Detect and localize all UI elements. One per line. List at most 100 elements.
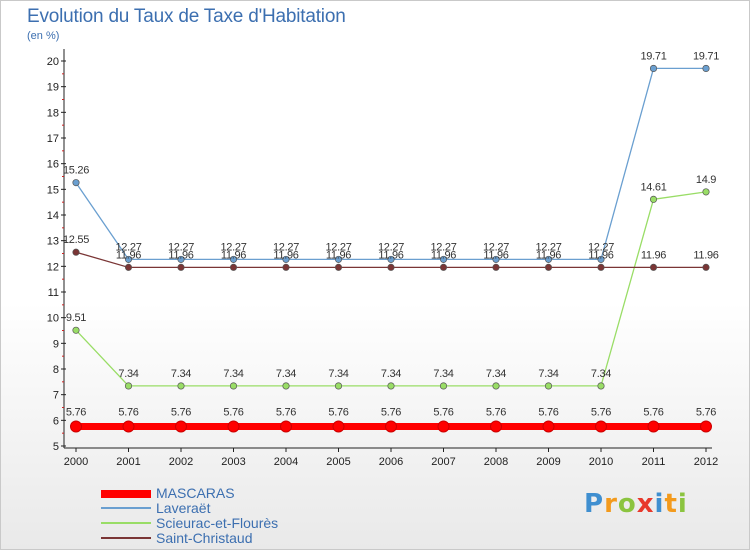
data-point (544, 263, 553, 271)
data-label: 7.34 (118, 368, 138, 380)
data-point (385, 420, 397, 433)
data-point (492, 382, 500, 390)
y-tick-label: 16 (47, 159, 59, 171)
y-tick-label: 5 (53, 441, 59, 453)
x-tick-label: 2012 (694, 456, 718, 468)
data-point (649, 64, 658, 72)
data-label: 5.76 (381, 406, 401, 418)
data-point (597, 263, 605, 271)
chart-title: Evolution du Taux de Taxe d'Habitation (27, 6, 346, 27)
y-tick-label: 14 (47, 210, 59, 222)
data-point (439, 382, 448, 390)
data-label: 5.76 (66, 406, 86, 418)
data-point (280, 420, 292, 433)
y-tick-label: 17 (47, 133, 59, 145)
data-label: 11.96 (168, 249, 193, 261)
data-point (334, 263, 343, 271)
data-label: 5.76 (643, 406, 663, 418)
x-tick-label: 2005 (326, 456, 350, 468)
y-tick-label: 20 (47, 56, 59, 68)
y-tick-label: 12 (47, 261, 59, 273)
logo-letter: P (584, 489, 605, 519)
y-tick-label: 11 (48, 287, 59, 299)
data-point (177, 255, 185, 263)
y-tick-label: 15 (47, 184, 59, 196)
proxiti-logo[interactable]: Proxiti (584, 489, 688, 519)
y-tick-label: 9 (53, 338, 59, 350)
data-point (387, 263, 395, 271)
logo-letter: o (617, 489, 637, 519)
data-label: 5.76 (328, 406, 348, 418)
data-label: 11.96 (116, 249, 141, 261)
data-point (597, 255, 605, 263)
data-label: 9.51 (66, 312, 86, 324)
x-tick-label: 2001 (116, 456, 140, 468)
data-point (597, 382, 605, 390)
data-label: 12.55 (63, 234, 89, 246)
data-point (72, 179, 80, 187)
data-label: 12.27 (220, 241, 246, 253)
x-tick-label: 2000 (64, 456, 88, 468)
data-point (542, 420, 555, 433)
x-tick-label: 2004 (274, 456, 298, 468)
logo-letter: r (604, 489, 618, 519)
data-label: 7.34 (433, 368, 453, 380)
legend-label: Laveraët (156, 500, 211, 516)
data-label: 19.71 (640, 50, 666, 62)
data-label: 7.34 (223, 368, 243, 380)
data-point (229, 263, 238, 271)
data-label: 14.61 (640, 181, 666, 193)
data-point (387, 255, 395, 263)
data-point (334, 382, 343, 390)
data-label: 19.71 (693, 50, 719, 62)
y-tick-label: 8 (53, 364, 59, 376)
data-label: 12.27 (115, 241, 141, 253)
data-label: 5.76 (433, 406, 453, 418)
data-label: 7.34 (171, 368, 191, 380)
data-point (334, 255, 343, 263)
data-label: 11.96 (378, 249, 403, 261)
logo-letter: t (664, 489, 678, 519)
data-label: 11.96 (273, 249, 298, 261)
data-point (124, 255, 133, 263)
data-label: 7.34 (486, 368, 506, 380)
data-label: 5.76 (223, 406, 243, 418)
data-point (702, 188, 710, 196)
data-label: 5.76 (486, 406, 506, 418)
data-point (647, 420, 660, 433)
data-point (282, 382, 290, 390)
logo-letter: i (654, 489, 665, 519)
data-label: 7.34 (538, 368, 558, 380)
legend-label: Saint-Christaud (156, 530, 253, 546)
data-label: 11.96 (431, 249, 456, 261)
data-point (282, 263, 290, 271)
data-point (227, 420, 240, 433)
data-point (177, 263, 185, 271)
data-point (70, 420, 82, 433)
data-label: 5.76 (276, 406, 296, 418)
data-label: 7.34 (276, 368, 296, 380)
data-point (595, 420, 607, 433)
x-tick-label: 2002 (169, 456, 193, 468)
data-label: 15.26 (63, 165, 89, 177)
data-point (649, 195, 658, 203)
data-point (492, 255, 500, 263)
logo-letter: i (677, 489, 688, 519)
legend-swatch-laveraet (101, 507, 151, 509)
data-point (490, 420, 502, 433)
data-label: 11.96 (536, 249, 561, 261)
data-label: 11.96 (483, 249, 508, 261)
data-label: 5.76 (118, 406, 138, 418)
series-layer: 15.26 12.27 12.27 12.27 12.27 12.27 12.27 12.27… (63, 50, 719, 433)
y-tick-label: 13 (47, 236, 59, 248)
y-tick-label: 19 (47, 82, 59, 94)
chart-axes: 5 6 7 8 9 10 11 12 13 14 15 16 17 18 19 20 2000 2001 2002 2… (47, 49, 718, 468)
logo-letter: x (636, 489, 655, 519)
data-label: 7.34 (591, 368, 611, 380)
data-point (177, 382, 185, 390)
data-point (544, 382, 553, 390)
x-tick-label: 2003 (221, 456, 245, 468)
data-label: 11.96 (693, 249, 718, 261)
data-point (124, 382, 133, 390)
